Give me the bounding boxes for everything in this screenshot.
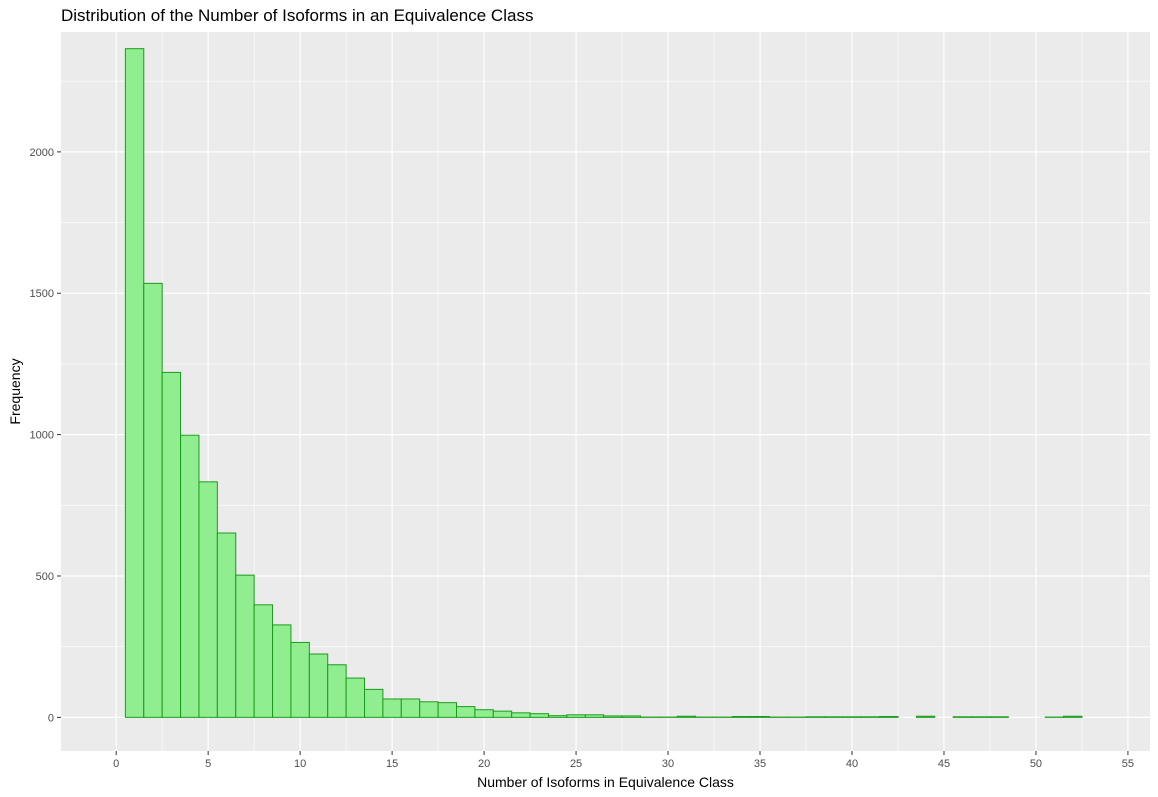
histogram-bar [290, 641, 310, 718]
y-axis-title: Frequency [7, 358, 23, 424]
histogram-bar [437, 702, 457, 718]
histogram-bar [492, 710, 513, 718]
histogram-bar [180, 434, 200, 718]
histogram-bars [124, 48, 1083, 718]
x-tick-label: 0 [113, 758, 119, 770]
y-axis: 0 500 1000 1500 2000 [30, 147, 61, 724]
histogram-bar [272, 624, 292, 718]
histogram-bar [400, 698, 421, 718]
histogram-bar [731, 716, 752, 718]
histogram-bar [143, 282, 163, 718]
histogram-bar [603, 715, 623, 718]
histogram-bar [529, 713, 549, 718]
x-axis: 0 5 10 15 20 25 30 35 40 45 50 55 [113, 751, 1134, 770]
histogram-bar [879, 716, 899, 718]
x-tick-label: 25 [570, 758, 582, 770]
x-tick-label: 35 [754, 758, 766, 770]
histogram-bar [327, 664, 347, 718]
x-tick-label: 10 [294, 758, 306, 770]
x-tick-label: 30 [662, 758, 674, 770]
histogram-bar [842, 716, 862, 718]
histogram-bar [124, 48, 145, 718]
x-tick-label: 40 [846, 758, 858, 770]
histogram-bar [952, 716, 973, 718]
histogram-bar [750, 716, 770, 718]
y-tick-label: 1000 [30, 430, 54, 442]
histogram-bar [584, 714, 605, 718]
x-tick-label: 5 [205, 758, 211, 770]
histogram-bar [216, 532, 237, 718]
y-tick-label: 0 [48, 712, 54, 724]
histogram-bar [1063, 715, 1083, 718]
histogram-bar [474, 709, 494, 718]
histogram-bar [860, 716, 881, 718]
histogram-bar [455, 706, 476, 718]
histogram-bar [364, 688, 384, 718]
histogram-bar [511, 712, 531, 718]
histogram-bar [382, 698, 402, 718]
histogram-bar [823, 716, 844, 718]
x-tick-label: 55 [1122, 758, 1134, 770]
y-tick-label: 2000 [30, 147, 54, 159]
y-tick-label: 500 [36, 571, 54, 583]
y-tick-label: 1500 [30, 288, 54, 300]
histogram-bar [161, 371, 182, 718]
histogram-bar [419, 701, 439, 718]
histogram-bar [566, 714, 586, 718]
x-tick-label: 50 [1030, 758, 1042, 770]
x-tick-label: 45 [938, 758, 950, 770]
histogram-bar [805, 716, 825, 718]
x-tick-label: 20 [478, 758, 490, 770]
histogram-bar [235, 574, 255, 718]
histogram-bar [308, 653, 329, 718]
x-axis-title: Number of Isoforms in Equivalence Class [477, 774, 734, 790]
histogram-bar [676, 715, 697, 718]
histogram-bar [971, 716, 991, 718]
histogram-bar [621, 715, 641, 718]
histogram-bar [915, 715, 936, 718]
histogram-bar [198, 481, 218, 718]
histogram-bar [547, 715, 568, 718]
histogram-bar [253, 604, 274, 718]
x-tick-label: 15 [386, 758, 398, 770]
histogram-bar [989, 716, 1009, 718]
histogram-bar [345, 677, 366, 718]
chart-title: Distribution of the Number of Isoforms i… [61, 6, 534, 25]
